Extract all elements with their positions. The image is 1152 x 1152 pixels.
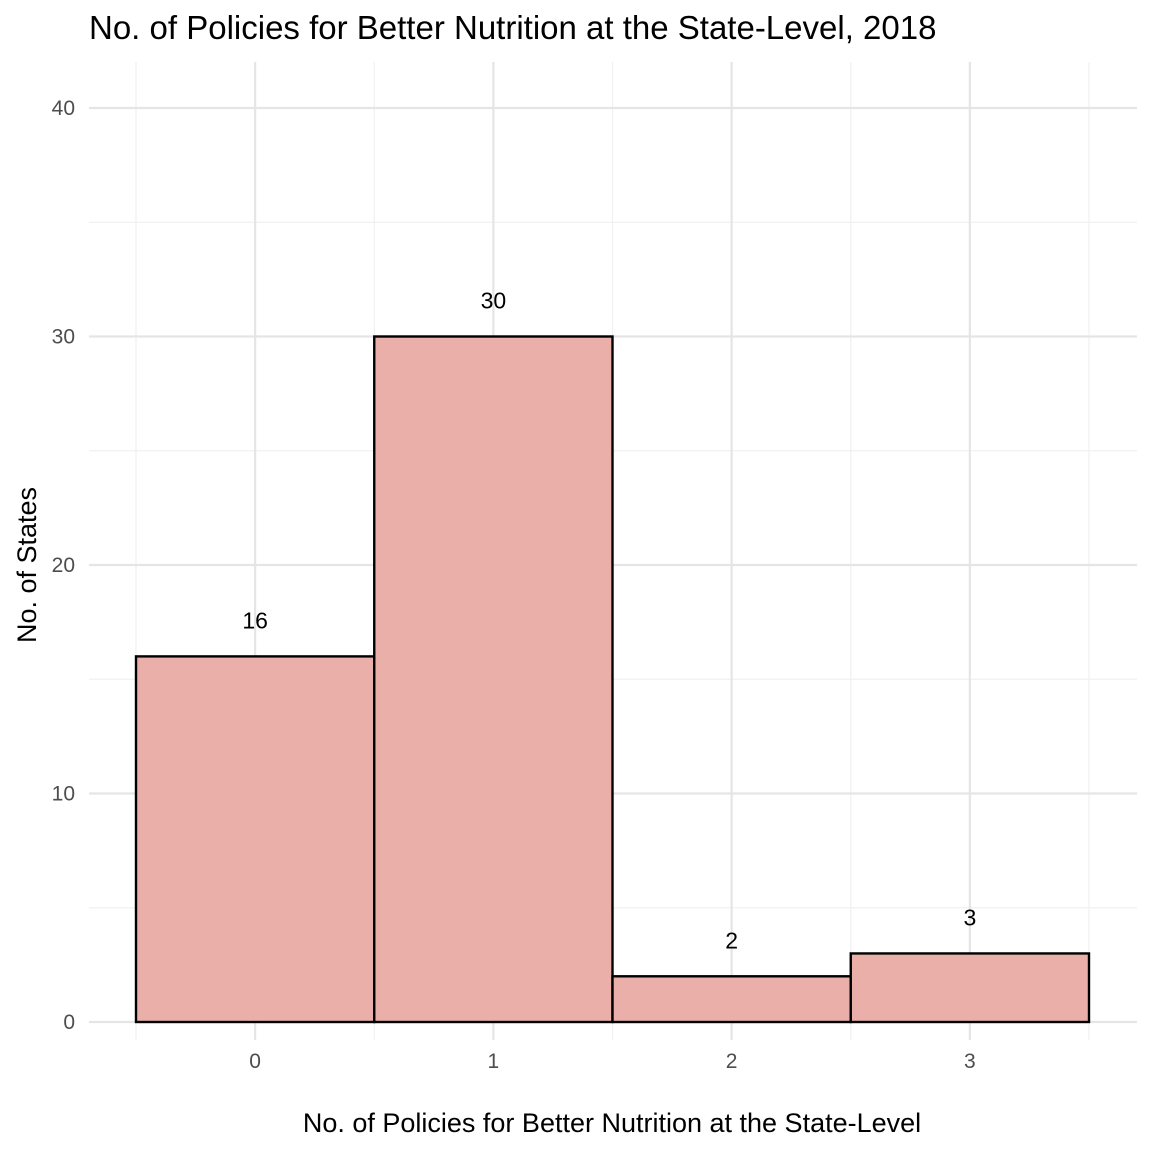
data-label-0: 16 xyxy=(242,607,268,633)
bars xyxy=(134,335,1091,1024)
bar-2 xyxy=(611,975,852,1024)
x-tick-label: 1 xyxy=(488,1050,500,1073)
y-tick-label: 40 xyxy=(52,97,75,120)
y-tick-label: 10 xyxy=(52,783,75,806)
data-labels: 16 30 2 3 xyxy=(242,288,976,954)
x-tick-label: 3 xyxy=(964,1050,976,1073)
y-tick-label: 30 xyxy=(52,326,75,349)
y-axis-title: No. of States xyxy=(12,487,42,643)
data-label-3: 3 xyxy=(963,904,976,930)
x-axis-title: No. of Policies for Better Nutrition at … xyxy=(303,1108,921,1138)
chart-title: No. of Policies for Better Nutrition at … xyxy=(89,9,936,46)
axis-ticks: 0 10 20 30 40 0 1 2 3 xyxy=(52,97,976,1073)
bar-1 xyxy=(373,335,614,1024)
y-tick-label: 20 xyxy=(52,554,75,577)
data-label-1: 30 xyxy=(481,288,507,314)
x-tick-label: 2 xyxy=(726,1050,738,1073)
bar-3 xyxy=(849,952,1091,1024)
y-tick-label: 0 xyxy=(63,1011,75,1034)
x-tick-label: 0 xyxy=(249,1050,261,1073)
data-label-2: 2 xyxy=(725,927,738,953)
bar-0 xyxy=(134,655,376,1024)
